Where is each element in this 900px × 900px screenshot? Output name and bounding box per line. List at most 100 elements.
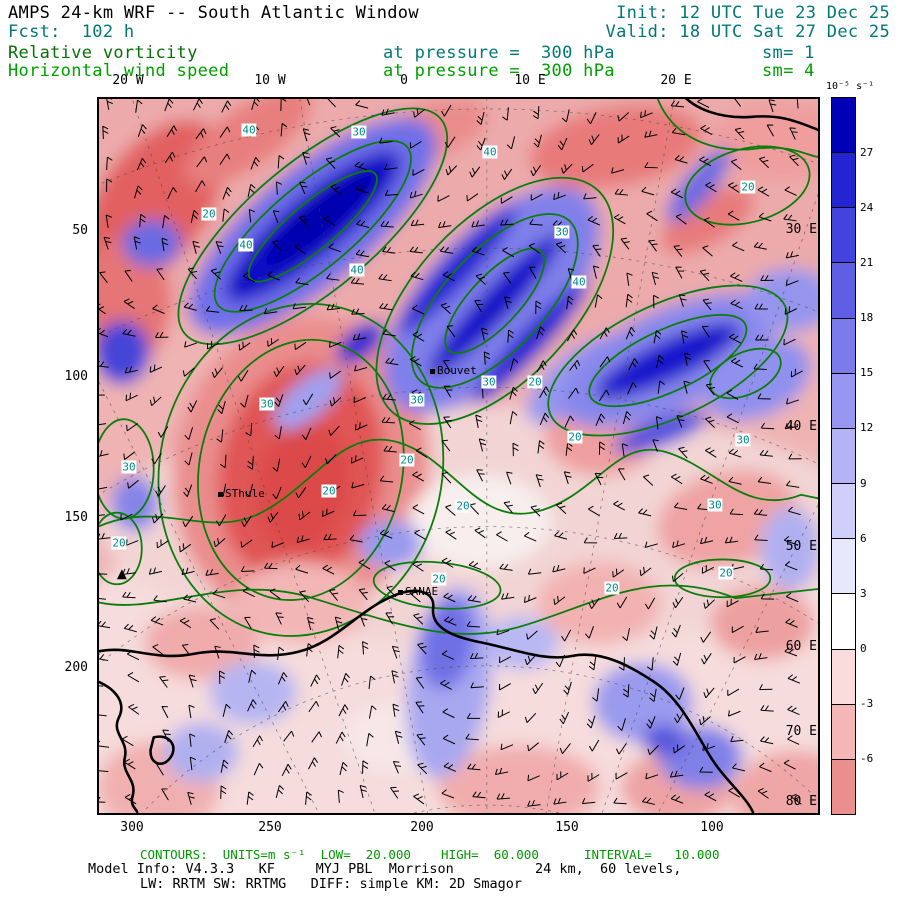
wind-barb (759, 563, 774, 571)
colorbar-tick-label: 9 (860, 476, 867, 490)
wind-barb (645, 772, 659, 780)
wind-barb (122, 328, 136, 337)
wind-barb (732, 241, 745, 252)
wind-barb (583, 537, 598, 544)
wind-barb (705, 181, 717, 193)
wind-barb (125, 392, 138, 402)
wind-barb (409, 140, 422, 149)
wind-barb (497, 709, 510, 718)
wind-barb (613, 500, 626, 511)
wind-barb (384, 560, 396, 571)
wind-barb (99, 597, 106, 600)
wind-barb (253, 644, 260, 658)
wind-barb (392, 703, 400, 717)
wind-barb (613, 532, 628, 540)
wind-barb (501, 168, 513, 180)
wind-contour-label: 20 (201, 207, 217, 221)
wind-barb (730, 735, 744, 743)
wind-barb (416, 733, 426, 746)
wind-barb (335, 731, 346, 744)
wind-barb (167, 187, 177, 200)
valid-time: Valid: 18 UTC Sat 27 Dec 25 (605, 22, 890, 42)
wind-barb (413, 793, 425, 805)
wind-barb (506, 136, 516, 150)
wind-barb (535, 300, 542, 315)
colorbar-tick-label: 18 (860, 311, 874, 325)
wind-barb (310, 674, 321, 687)
wind-barb (275, 784, 285, 799)
colorbar-tick-label: 12 (860, 421, 874, 435)
wind-barb (134, 185, 143, 199)
wind-barb (621, 443, 628, 457)
wind-barb (99, 765, 109, 773)
colorbar-segment (832, 262, 855, 318)
colorbar-segment (832, 703, 855, 759)
wind-barb (355, 100, 369, 109)
chart-title: AMPS 24-km WRF -- South Atlantic Window (8, 3, 419, 23)
wind-barb (524, 712, 537, 723)
wind-barb (699, 716, 711, 726)
wind-barb (539, 412, 550, 426)
wind-barb (442, 271, 455, 282)
right-axis-label: 70 E (785, 724, 817, 739)
model-info-line-2: LW: RRTM SW: RRTMG DIFF: simple KM: 2D S… (140, 876, 523, 892)
wind-contour-label: 40 (349, 263, 365, 277)
wind-barb (466, 620, 480, 628)
wind-barb (616, 596, 628, 609)
wind-barb (684, 352, 692, 366)
wind-barb (240, 539, 253, 548)
wind-barb (759, 449, 773, 457)
wind-barb (299, 181, 308, 195)
colorbar-tick-label: 27 (860, 146, 874, 160)
wind-barb (787, 506, 801, 516)
wind-barb (139, 213, 146, 228)
wind-barb (216, 429, 224, 443)
wind-barb (330, 126, 341, 138)
wind-barb (592, 265, 600, 279)
wind-barb (500, 196, 513, 204)
wind-barb (382, 246, 396, 254)
wind-barb (219, 126, 231, 138)
wind-barb (294, 364, 306, 376)
wind-barb (703, 217, 716, 228)
wind-barb (445, 529, 457, 540)
wind-barb (474, 527, 486, 539)
wind-barb (306, 616, 315, 630)
wind-barb (700, 474, 713, 484)
wind-barb (149, 364, 163, 373)
wind-barb (122, 568, 136, 575)
wind-barb (503, 271, 512, 284)
wind-barb (587, 773, 600, 782)
wind-barb (149, 396, 162, 407)
wind-barb (530, 164, 542, 177)
wind-barb (509, 358, 519, 372)
wind-barb (730, 158, 742, 170)
wind-barb (501, 592, 515, 600)
wind-barb (732, 763, 746, 772)
wind-barb (302, 393, 314, 406)
left-axis-label: 150 (64, 510, 88, 525)
wind-barb (441, 104, 452, 117)
wind-barb (783, 535, 797, 545)
wind-barb (379, 137, 393, 144)
wind-barb (445, 504, 456, 516)
shaded-field-level: at pressure = 300 hPa (383, 43, 615, 63)
wind-barb (183, 302, 197, 311)
colorbar-segment (832, 207, 855, 263)
wind-barb (205, 305, 220, 313)
wind-barb (639, 566, 652, 577)
wind-barb (99, 796, 106, 803)
wind-barb (754, 534, 768, 542)
wind-barb (760, 422, 775, 430)
wind-barb (366, 733, 374, 747)
wind-barb (412, 168, 425, 176)
colorbar-segment (832, 427, 855, 484)
wind-barb (179, 543, 192, 553)
wind-barb (754, 303, 768, 310)
wind-barb (352, 333, 367, 341)
wind-barb (196, 156, 208, 168)
map-label-overlay: 30 E 40 E 50 E 60 E 70 E 80 E 40 30 40 20 20 40 40 30… (99, 99, 818, 813)
wind-barb (415, 676, 425, 689)
wind-barb (272, 240, 283, 252)
wind-barb (788, 453, 802, 460)
